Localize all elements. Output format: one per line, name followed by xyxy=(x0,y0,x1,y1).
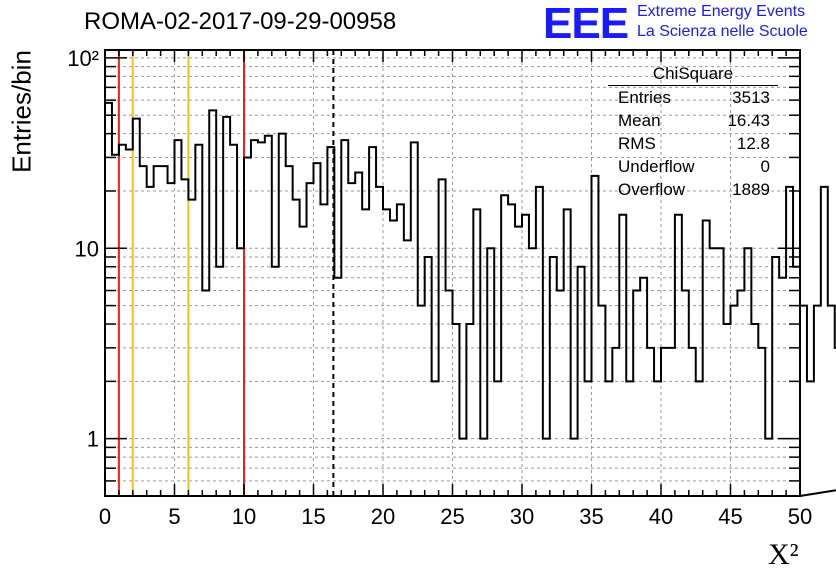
stats-row: Mean 16.43 xyxy=(608,111,778,134)
stats-label: Entries xyxy=(618,88,671,107)
x-tick-label: 30 xyxy=(510,504,534,529)
x-tick-label: 15 xyxy=(301,504,325,529)
x-tick-label: 5 xyxy=(168,504,180,529)
stats-title: ChiSquare xyxy=(608,64,778,86)
stats-label: Mean xyxy=(618,111,661,130)
stats-value: 12.8 xyxy=(736,134,770,153)
y-axis-label: Entries/bin xyxy=(6,50,37,173)
stats-box: ChiSquare Entries 3513 Mean 16.43 RMS 12.8 … xyxy=(608,64,778,203)
x-tick-label: 40 xyxy=(649,504,673,529)
stats-row: Overflow 1889 xyxy=(608,180,778,203)
y-tick-label: 1 xyxy=(87,427,99,452)
plot-frame xyxy=(104,49,801,497)
y-tick-labels: 1 10 10² xyxy=(67,46,99,452)
y-tick-label: 10 xyxy=(75,236,99,261)
logo-caption-line1: Extreme Energy Events xyxy=(637,3,806,20)
stats-value: 16.43 xyxy=(727,111,770,130)
logo-caption-line2: La Scienza nelle Scuole xyxy=(637,23,808,40)
histogram-series xyxy=(104,101,836,497)
x-tick-label: 25 xyxy=(440,504,464,529)
stats-row: Underflow 0 xyxy=(608,157,778,180)
stats-row: Entries 3513 xyxy=(608,88,778,111)
stats-value: 3513 xyxy=(732,88,770,107)
x-tick-labels: 0 5 10 15 20 25 30 35 40 45 50 xyxy=(99,504,812,529)
stats-row: RMS 12.8 xyxy=(608,134,778,157)
eee-logo: EEE xyxy=(543,0,629,48)
stats-label: Underflow xyxy=(618,157,695,176)
x-tick-label: 50 xyxy=(788,504,812,529)
stats-value: 0 xyxy=(760,157,770,176)
x-tick-label: 0 xyxy=(99,504,111,529)
x-tick-label: 20 xyxy=(371,504,395,529)
x-tick-label: 35 xyxy=(579,504,603,529)
stats-label: RMS xyxy=(618,134,656,153)
x-tick-label: 10 xyxy=(232,504,256,529)
stats-value: 1889 xyxy=(732,180,770,199)
x-tick-label: 45 xyxy=(718,504,742,529)
x-axis-label: X² xyxy=(768,538,799,571)
chart-title: ROMA-02-2017-09-29-00958 xyxy=(84,8,397,35)
y-tick-label: 10² xyxy=(67,46,99,71)
stats-label: Overflow xyxy=(618,180,686,199)
